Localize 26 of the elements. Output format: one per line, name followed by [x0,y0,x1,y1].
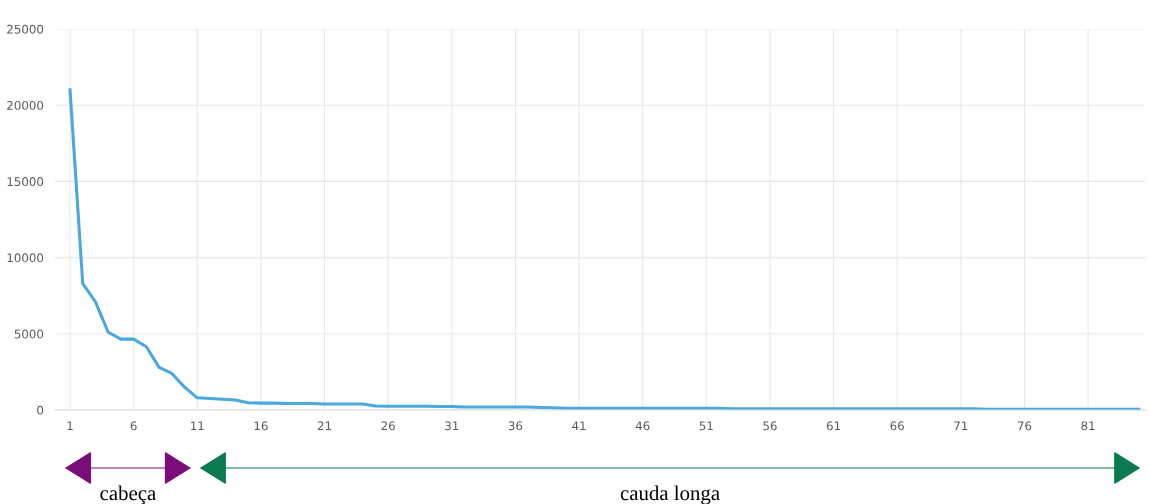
x-tick-label: 76 [1017,421,1032,431]
y-tick-label: 25000 [7,24,44,34]
x-tick-label: 16 [254,421,268,431]
x-tick-label: 6 [130,421,137,431]
x-tick-label: 46 [635,421,650,431]
y-tick-label: 5000 [14,329,44,339]
x-tick-label: 11 [191,421,204,431]
x-tick-label: 1 [67,421,73,431]
y-tick-label: 10000 [7,253,44,263]
x-tick-label: 31 [445,421,459,431]
text: cabeça [100,485,156,504]
x-tick-label: 41 [572,421,586,431]
x-tick-label: 56 [763,421,777,431]
x-tick-label: 66 [890,421,904,431]
text: cauda longa [620,485,720,504]
x-tick-label: 21 [317,421,331,431]
line-series [68,88,1141,410]
y-tick-label: 15000 [7,177,44,187]
x-tick-label: 36 [508,421,523,431]
y-tick-label: 0 [37,405,44,415]
x-tick-label: 61 [826,421,840,431]
x-tick-label: 71 [954,421,968,431]
y-tick-label: 20000 [7,100,44,110]
x-tick-label: 51 [699,421,713,431]
x-tick-label: 26 [381,421,395,431]
x-tick-label: 81 [1081,421,1095,431]
